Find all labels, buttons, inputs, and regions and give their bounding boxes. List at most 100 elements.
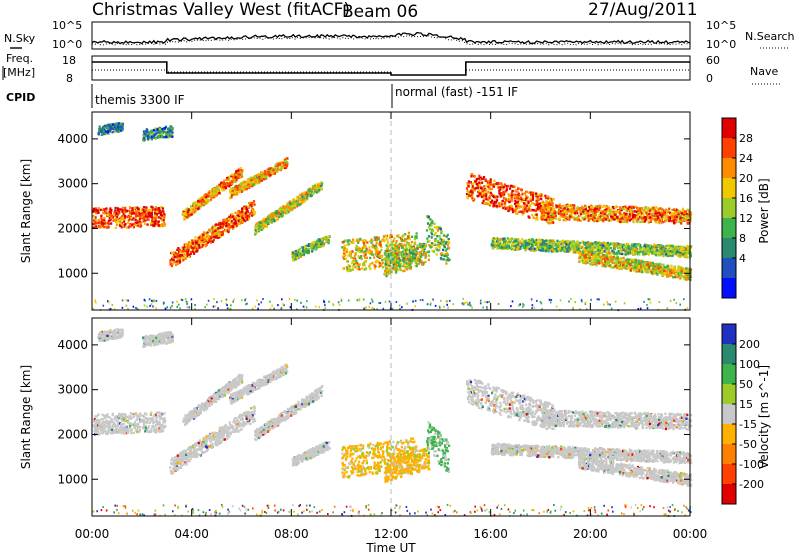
scatter-cell: [377, 265, 380, 268]
scatter-cell: [259, 221, 262, 224]
scatter-cell: [136, 219, 139, 222]
scatter-cell: [111, 215, 114, 218]
scatter-cell: [160, 219, 163, 222]
scatter-cell: [599, 204, 602, 208]
scatter-cell: [430, 224, 433, 227]
scatter-cell: [527, 201, 530, 205]
scatter-cell: [285, 164, 288, 167]
scatter-cell: [429, 218, 432, 221]
scatter-cell: [268, 214, 271, 217]
scatter-cell: [653, 214, 656, 217]
scatter-cell: [445, 251, 448, 255]
scatter-cell: [578, 214, 581, 217]
scatter-cell: [105, 207, 108, 210]
scatter-cell: [527, 206, 531, 209]
scatter-cell: [466, 182, 469, 185]
scatter-cell: [437, 243, 440, 246]
scatter-cell: [436, 226, 439, 229]
scatter-cell: [277, 163, 280, 167]
scatter-cell: [540, 209, 543, 212]
scatter-cell: [124, 214, 127, 218]
scatter-cell: [402, 255, 405, 258]
scatter-cell: [113, 213, 116, 216]
scatter-cell: [184, 244, 187, 247]
scatter-cell: [518, 203, 521, 206]
scatter-cell: [619, 207, 622, 210]
scatter-cell: [471, 196, 474, 200]
scatter-cell: [289, 202, 292, 205]
scatter-cell: [93, 208, 96, 211]
scatter-cell: [358, 268, 361, 271]
scatter-cell: [637, 207, 640, 211]
scatter-cell: [520, 188, 523, 192]
scatter-cell: [178, 259, 182, 262]
scatter-cell: [446, 256, 449, 260]
scatter-cell: [311, 250, 314, 253]
scatter-cell: [97, 211, 100, 214]
scatter-cell: [234, 220, 237, 224]
scatter-cell: [445, 253, 448, 256]
scatter-cell: [525, 194, 528, 198]
scatter-cell: [413, 257, 416, 260]
scatter-cell: [531, 213, 534, 217]
scatter-cell: [374, 261, 377, 264]
scatter-cell: [94, 207, 97, 210]
scatter-cell: [209, 228, 213, 231]
scatter-cell: [444, 249, 447, 252]
scatter-cell: [225, 225, 228, 228]
scatter-cell: [103, 225, 106, 229]
scatter-cell: [485, 195, 488, 198]
scatter-cell: [194, 209, 197, 213]
scatter-cell: [482, 176, 486, 179]
scatter-cell: [161, 207, 165, 210]
scatter-cell: [565, 215, 568, 218]
scatter-cell: [423, 244, 426, 248]
scatter-cell: [187, 253, 190, 256]
scatter-cell: [93, 216, 96, 219]
scatter-cell: [199, 200, 202, 203]
scatter-cell: [683, 211, 686, 215]
scatter-cell: [476, 194, 479, 198]
scatter-cell: [531, 193, 534, 197]
scatter-cell: [604, 206, 607, 209]
scatter-cell: [526, 196, 529, 199]
scatter-cell: [567, 216, 570, 219]
scatter-cell: [420, 243, 423, 246]
scatter-cell: [591, 212, 594, 216]
scatter-cell: [686, 215, 689, 218]
scatter-cell: [478, 181, 481, 184]
scatter-cell: [281, 213, 284, 216]
scatter-cell: [103, 209, 106, 213]
scatter-cell: [295, 205, 298, 208]
scatter-cell: [210, 192, 213, 195]
scatter-cell: [119, 219, 122, 222]
scatter-cell: [279, 210, 282, 214]
scatter-cell: [614, 213, 617, 217]
scatter-cell: [236, 185, 239, 188]
scatter-cell: [116, 223, 119, 226]
scatter-cell: [671, 212, 675, 215]
scatter-cell: [226, 224, 229, 227]
scatter-cell: [384, 249, 387, 253]
scatter-cell: [573, 211, 576, 215]
scatter-cell: [386, 248, 389, 251]
scatter-cell: [229, 179, 232, 182]
scatter-cell: [126, 221, 129, 225]
scatter-cell: [94, 218, 97, 222]
scatter-cell: [495, 204, 498, 208]
scatter-cell: [393, 254, 396, 257]
scatter-cell: [224, 185, 227, 189]
scatter-cell: [396, 256, 399, 259]
scatter-cell: [220, 184, 223, 187]
scatter-cell: [624, 205, 627, 208]
scatter-cell: [189, 252, 192, 255]
scatter-cell: [544, 208, 548, 211]
scatter-cell: [484, 191, 487, 194]
scatter-cell: [240, 219, 244, 223]
scatter-cell: [434, 231, 437, 235]
scatter-cell: [511, 190, 514, 193]
scatter-cell: [445, 259, 448, 262]
scatter-cell: [103, 212, 106, 215]
scatter-cell: [593, 219, 596, 223]
scatter-cell: [632, 219, 635, 222]
